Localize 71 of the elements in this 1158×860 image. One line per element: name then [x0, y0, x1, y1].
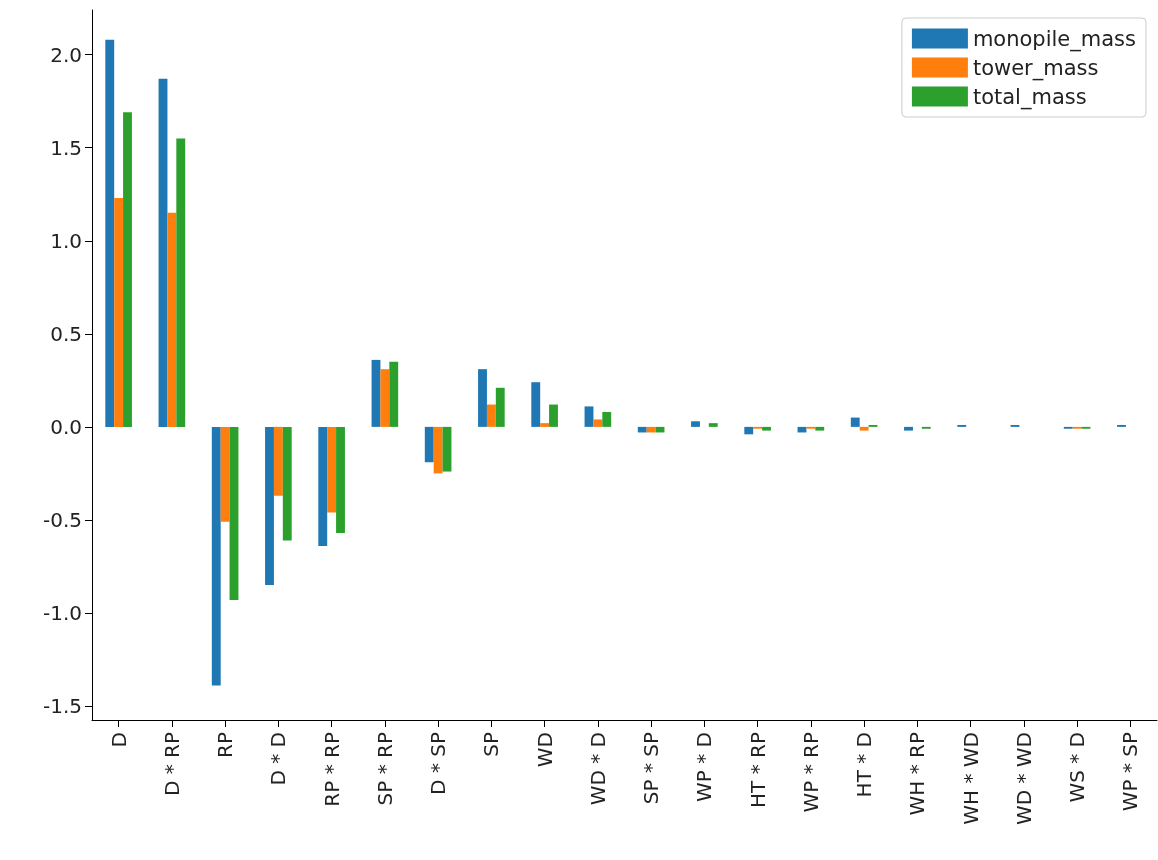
x-tick-label: WD — [532, 732, 557, 768]
bar — [495, 387, 505, 427]
bar — [442, 426, 452, 472]
x-tick-label: WP * D — [692, 732, 717, 802]
y-tick-label: -1.5 — [42, 694, 82, 719]
y-tick-label: 2.0 — [50, 42, 82, 67]
bar — [859, 426, 869, 431]
bar — [531, 382, 541, 427]
bar — [646, 426, 656, 433]
bar — [762, 426, 771, 431]
bar — [424, 426, 434, 463]
x-tick-label: WP * SP — [1118, 732, 1143, 812]
bar — [158, 78, 168, 427]
x-tick-label: SP — [479, 732, 504, 757]
y-tick-label: 1.5 — [50, 135, 82, 160]
x-tick-label: D * D — [266, 732, 291, 786]
bar — [229, 426, 239, 600]
bar — [478, 369, 487, 427]
y-tick-label: 0.0 — [50, 414, 82, 439]
bar — [114, 197, 124, 427]
bar — [380, 369, 390, 427]
bar — [850, 417, 860, 427]
y-tick-label: -1.0 — [42, 600, 82, 625]
legend-label: monopile_mass — [972, 26, 1137, 52]
x-tick-label: D * SP — [426, 732, 451, 795]
bar — [211, 426, 221, 686]
y-tick-label: -0.5 — [42, 507, 82, 532]
bar — [549, 404, 558, 427]
bar — [105, 39, 115, 427]
bar — [708, 423, 718, 427]
x-tick-label: D — [106, 732, 131, 748]
bar — [318, 426, 328, 546]
bar — [486, 404, 496, 427]
x-tick-label: SP * SP — [639, 732, 664, 805]
x-tick-label: RP — [213, 732, 238, 758]
x-tick-label: WD * WD — [1011, 732, 1036, 826]
bar — [815, 426, 825, 431]
x-tick-label: HT * D — [852, 732, 877, 798]
x-tick-label: WP * RP — [798, 732, 823, 813]
x-tick-label: HT * RP — [745, 732, 770, 808]
bar — [265, 426, 274, 586]
bar — [220, 426, 230, 522]
bar — [744, 426, 754, 435]
bar — [371, 359, 381, 427]
bar — [327, 426, 337, 513]
bar — [540, 423, 550, 427]
y-tick-label: 1.0 — [50, 228, 82, 253]
x-tick-label: WD * D — [585, 732, 610, 806]
bar — [602, 411, 612, 427]
legend-label: tower_mass — [972, 55, 1099, 81]
bar — [691, 421, 700, 427]
bar — [167, 212, 177, 427]
legend-label: total_mass — [972, 84, 1087, 110]
bar — [176, 138, 186, 427]
bar — [123, 112, 132, 427]
bar — [336, 426, 345, 533]
bar — [904, 426, 913, 431]
x-tick-label: WH * RP — [905, 732, 930, 816]
bar — [273, 426, 283, 496]
x-tick-label: D * RP — [159, 732, 184, 797]
x-tick-label: RP * RP — [319, 732, 344, 807]
bar — [389, 361, 399, 427]
bar — [433, 426, 443, 474]
y-tick-label: 0.5 — [50, 321, 82, 346]
x-tick-label: SP * RP — [372, 732, 397, 806]
bar — [584, 406, 594, 427]
bar — [282, 426, 292, 541]
bar — [593, 419, 603, 427]
x-tick-label: WS * D — [1065, 732, 1090, 803]
x-tick-label: WH * WD — [958, 732, 983, 825]
bar — [637, 426, 647, 433]
